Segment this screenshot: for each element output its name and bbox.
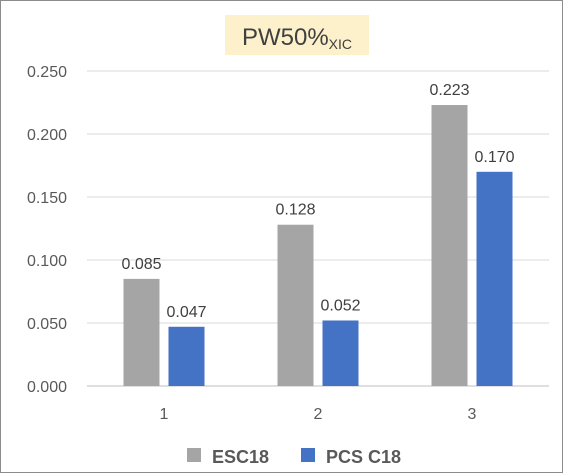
data-label: 0.223 — [429, 82, 469, 99]
x-tick-label: 2 — [314, 406, 323, 423]
x-tick-label: 3 — [468, 406, 477, 423]
y-tick-label: 0.200 — [27, 127, 67, 144]
bar-pcs-c18-3 — [476, 171, 513, 386]
data-label: 0.128 — [275, 202, 315, 219]
y-tick-label: 0.250 — [27, 64, 67, 81]
y-tick-label: 0.100 — [27, 253, 67, 270]
legend-label: PCS C18 — [326, 447, 401, 467]
legend-swatch — [301, 448, 315, 462]
bar-esc18-1 — [123, 278, 160, 386]
chart-title-background — [225, 15, 369, 55]
data-label: 0.052 — [320, 297, 360, 314]
legend-label: ESC18 — [212, 447, 269, 467]
legend-swatch — [187, 448, 201, 462]
chart-title: PW50%XIC — [242, 24, 352, 52]
chart-title-main: PW50% — [242, 24, 329, 51]
bar-pcs-c18-1 — [168, 326, 205, 386]
bar-pcs-c18-2 — [322, 320, 359, 386]
x-tick-label: 1 — [160, 406, 169, 423]
data-label: 0.085 — [121, 256, 161, 273]
y-tick-label: 0.050 — [27, 316, 67, 333]
bar-esc18-2 — [277, 224, 314, 386]
data-label: 0.047 — [166, 304, 206, 321]
y-tick-label: 0.000 — [27, 379, 67, 396]
bar-esc18-3 — [431, 105, 468, 387]
y-tick-label: 0.150 — [27, 190, 67, 207]
chart-title-subscript: XIC — [329, 36, 352, 52]
data-label: 0.170 — [474, 149, 514, 166]
